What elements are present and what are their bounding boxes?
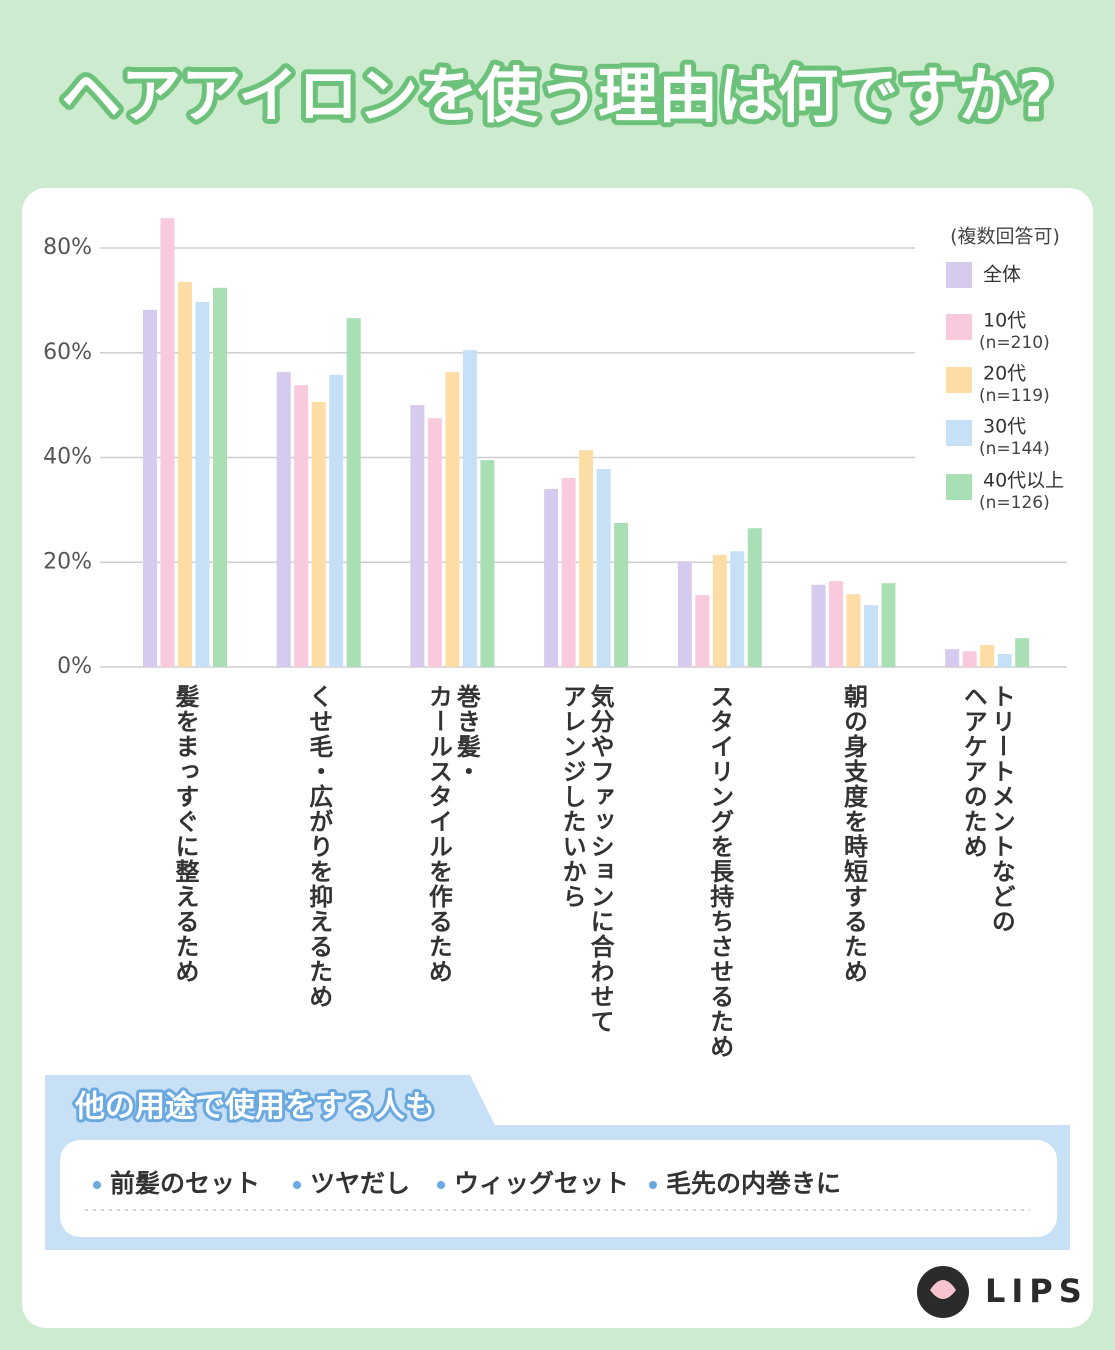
legend-swatch — [946, 474, 972, 500]
bar — [712, 554, 727, 667]
legend-box — [915, 218, 1075, 523]
bullet — [293, 1181, 301, 1189]
x-tick-label: スタイリングを長持ちさせるため — [705, 684, 734, 1059]
bar — [213, 287, 227, 667]
legend-swatch — [946, 420, 972, 446]
bar — [846, 594, 861, 667]
callout-inner — [60, 1140, 1057, 1237]
bullet — [649, 1181, 657, 1189]
y-tick-label: 60% — [43, 340, 92, 365]
legend-sample: (n=119) — [979, 386, 1050, 406]
y-tick-label: 20% — [43, 549, 92, 574]
y-tick-label: 80% — [43, 235, 92, 260]
bar — [596, 469, 611, 667]
x-tick-label: 髪をまっすぐに整えるため — [171, 684, 199, 984]
legend-title: (複数回答可) — [950, 226, 1060, 248]
bar — [276, 372, 291, 667]
bar — [427, 418, 442, 667]
legend-label: 30代 — [983, 416, 1026, 438]
logo-petal — [930, 1280, 956, 1299]
bar — [614, 522, 629, 667]
bar — [160, 218, 175, 668]
x-tick-label: 朝の身支度を時短するため — [839, 684, 868, 984]
bar — [410, 405, 425, 667]
bar — [178, 282, 192, 667]
bar — [811, 584, 826, 667]
bullet — [93, 1181, 101, 1189]
bar — [195, 301, 210, 667]
bar — [747, 528, 762, 667]
callout-item: ツヤだし — [310, 1169, 410, 1198]
bar — [480, 460, 495, 667]
callout-tab — [45, 1075, 495, 1125]
legend-sample: (n=144) — [979, 439, 1050, 459]
legend-label: 全体 — [983, 264, 1021, 286]
x-tick-label: トリートメントなどの ヘアケアのため — [959, 684, 1016, 934]
brand: LIPS — [985, 1272, 1088, 1310]
bar — [881, 583, 896, 667]
legend-sample: (n=210) — [979, 333, 1050, 353]
bar — [445, 372, 460, 667]
chart-title: ヘアアイロンを使う理由は何ですか? — [61, 62, 1053, 132]
bullet — [437, 1181, 445, 1189]
bar — [294, 385, 309, 667]
legend-label: 10代 — [983, 310, 1026, 332]
legend-swatch — [946, 367, 972, 393]
bar — [311, 401, 326, 667]
bar — [997, 653, 1012, 667]
bar — [143, 309, 157, 667]
x-tick-label: 気分やファッションに合わせて アレンジしたいから — [558, 684, 615, 1034]
callout-title: 他の用途で使用をする人も — [74, 1090, 435, 1125]
bar — [329, 374, 344, 667]
bar — [677, 561, 692, 667]
bar — [561, 477, 576, 667]
callout-item: 前髪のセット — [110, 1169, 260, 1198]
legend-label: 20代 — [983, 363, 1026, 385]
bar — [544, 488, 559, 667]
bar — [695, 595, 710, 667]
bar — [962, 651, 977, 667]
bar — [1015, 638, 1030, 667]
y-tick-label: 40% — [43, 445, 92, 470]
bar — [945, 649, 960, 667]
bar — [346, 318, 361, 667]
x-tick-label: くせ毛・広がりを抑えるため — [304, 684, 333, 1009]
callout-item: ウィッグセット — [454, 1169, 629, 1198]
x-tick-label: 巻き髪・ カールスタイルを作るため — [424, 684, 481, 984]
y-tick-label: 0% — [57, 654, 92, 679]
callout-item: 毛先の内巻きに — [666, 1169, 841, 1198]
legend-label: 40代以上 — [983, 470, 1064, 492]
legend-swatch — [946, 314, 972, 340]
bar — [829, 581, 843, 667]
legend-swatch — [946, 262, 972, 288]
bar — [980, 645, 995, 667]
legend-sample: (n=126) — [979, 493, 1050, 513]
bar — [462, 350, 477, 667]
bar — [579, 450, 594, 667]
bar — [864, 605, 878, 667]
bar — [730, 551, 745, 667]
